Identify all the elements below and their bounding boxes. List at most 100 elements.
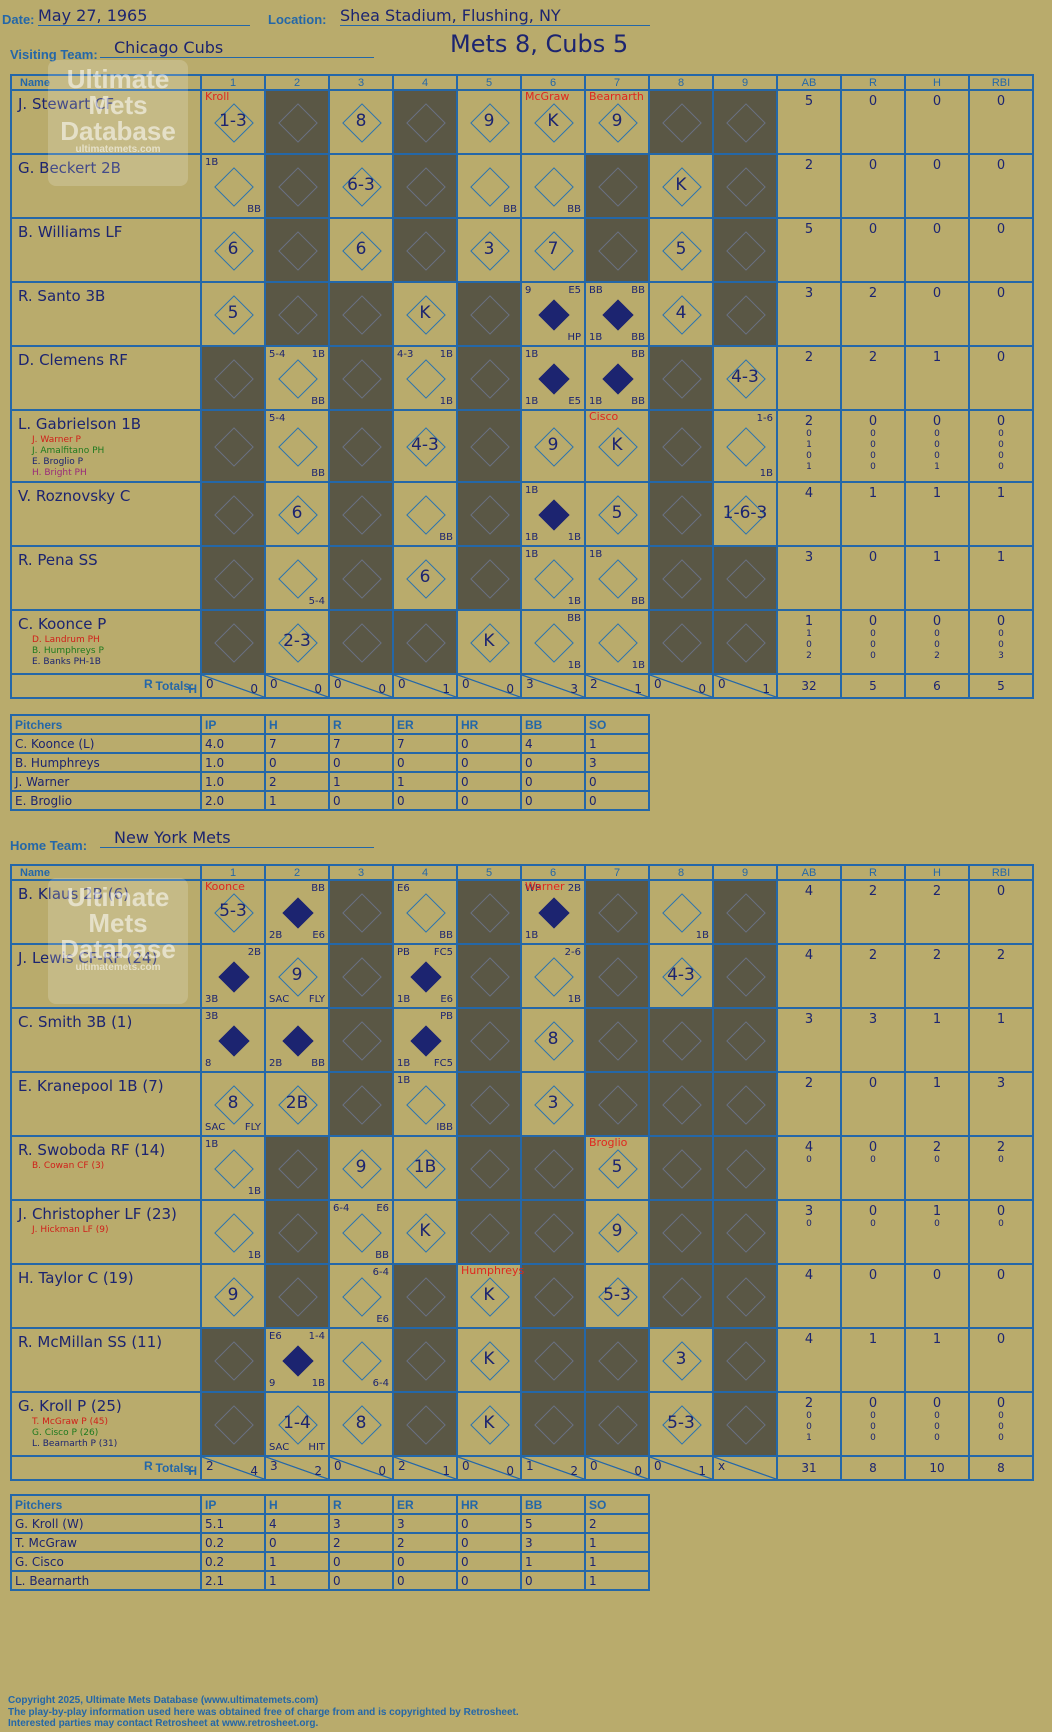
pitcher-stat: 0 <box>456 790 522 811</box>
inning-runs: 0 <box>590 1459 598 1473</box>
diamond-icon <box>406 1341 446 1381</box>
at-bat-cell-inning-2: 5-4 BB <box>264 409 330 483</box>
stat-value: 0 <box>996 94 1006 109</box>
at-bat-cell-inning-1 <box>200 345 266 411</box>
play-detail: 1B <box>525 485 539 496</box>
play-detail: 1B <box>439 396 453 407</box>
at-bat-cell-inning-6: 1B 1B <box>520 545 586 611</box>
game-location: Shea Stadium, Flushing, NY <box>340 6 650 26</box>
diamond-icon <box>342 1341 382 1381</box>
pitcher-stat: 2.0 <box>200 790 266 811</box>
substitute-name: H. Bright PH <box>32 468 87 478</box>
pitcher-stat: 0.2 <box>200 1551 266 1572</box>
inning-hits: 0 <box>634 1464 642 1478</box>
stat-value: 0 <box>870 629 876 639</box>
inning-header-7: 7 <box>584 74 650 91</box>
batter-name: R. Pena SS <box>18 551 98 569</box>
play-detail: 1B <box>525 396 539 407</box>
pitchers-header-row: Pitchers IP H R ER HR BB SO <box>10 714 650 735</box>
play-detail: PB <box>397 947 410 958</box>
at-bat-cell-inning-4 <box>392 1327 458 1393</box>
diamond-icon <box>342 957 382 997</box>
diamond-icon <box>470 893 510 933</box>
inning-header-4: 4 <box>392 864 458 881</box>
batter-row: R. Santo 3B 5 K 9 E5 HP BB BB 1B BB 4 3 2 0 0 <box>10 281 1034 347</box>
batter-stat-r: 2 <box>840 879 906 945</box>
diamond-icon <box>598 957 638 997</box>
pitcher-row: E. Broglio 2.0 1 0 0 0 0 0 <box>10 790 650 811</box>
batter-stat-rbi: 0 <box>968 281 1034 347</box>
play-notation: 9 <box>483 111 495 131</box>
diamond-icon <box>406 1405 446 1445</box>
batter-stat-h: 0 <box>904 281 970 347</box>
diamond-icon <box>406 623 446 663</box>
play-detail: BB <box>589 285 603 296</box>
batter-name-cell: E. Kranepool 1B (7) <box>10 1071 202 1137</box>
diamond-icon <box>214 427 254 467</box>
stat-value: 0 <box>868 1076 878 1091</box>
batter-stat-rbi: 0 <box>968 879 1034 945</box>
diamond-icon <box>726 103 766 143</box>
watermark-text: Mets <box>88 90 148 120</box>
batter-stat-r: 0 <box>840 1263 906 1329</box>
watermark-logo: Ultimate Mets Database ultimatemets.com <box>48 878 188 1004</box>
diamond-icon <box>214 359 254 399</box>
substitute-name: B. Humphreys P <box>32 646 104 656</box>
batter-row: V. Roznovsky C 6 BB 1B 1B 1B 5 1-6-3 4 1 1 1 <box>10 481 1034 547</box>
at-bat-cell-inning-1: 9 <box>200 1263 266 1329</box>
at-bat-cell-inning-5: K <box>456 1327 522 1393</box>
at-bat-cell-inning-1 <box>200 1391 266 1457</box>
play-detail: PB <box>440 1011 453 1022</box>
at-bat-cell-inning-2: 9 SAC FLY <box>264 943 330 1009</box>
stat-value: 2 <box>932 1140 942 1155</box>
stat-value: 0 <box>996 222 1006 237</box>
batter-stat-h: 1 <box>904 1071 970 1137</box>
diamond-icon <box>726 559 766 599</box>
diamond-icon <box>214 559 254 599</box>
inning-header-3: 3 <box>328 864 394 881</box>
inning-header-4: 4 <box>392 74 458 91</box>
pitch-header-so: SO <box>584 1494 650 1515</box>
play-detail: HP <box>567 332 581 343</box>
batter-stat-ab: 2 <box>776 153 842 219</box>
totals-label-text: Totals: <box>155 1461 194 1475</box>
diamond-icon <box>342 1085 382 1125</box>
play-notation: K <box>483 1285 495 1305</box>
stat-value: 0 <box>934 429 940 439</box>
diamond-icon <box>342 495 382 535</box>
play-detail: FLY <box>308 994 325 1005</box>
inning-hits: 2 <box>570 1464 578 1478</box>
diamond-icon <box>602 363 634 395</box>
play-notation: 8 <box>227 1093 239 1113</box>
batter-name: H. Taylor C (19) <box>18 1269 134 1287</box>
stat-value: 0 <box>806 451 812 461</box>
total-rbi: 8 <box>968 1455 1034 1481</box>
totals-label-text: Totals: <box>155 679 194 693</box>
at-bat-cell-inning-7: BB BB 1B BB <box>584 281 650 347</box>
play-notation: 4-3 <box>731 367 759 387</box>
at-bat-cell-inning-2: 2B <box>264 1071 330 1137</box>
diamond-icon <box>726 1341 766 1381</box>
stat-value: 0 <box>932 94 942 109</box>
pitcher-change-note: Warner <box>525 880 565 893</box>
stat-value: 0 <box>932 1268 942 1283</box>
diamond-icon <box>662 1277 702 1317</box>
batter-name-cell: R. Pena SS <box>10 545 202 611</box>
batter-name-cell: R. Santo 3B <box>10 281 202 347</box>
batter-stat-rbi: 0 <box>968 1263 1034 1329</box>
at-bat-cell-inning-3 <box>328 481 394 547</box>
play-detail: 9 <box>525 285 532 296</box>
at-bat-cell-inning-6: K McGraw <box>520 89 586 155</box>
stat-value: 5 <box>804 94 814 109</box>
play-notation: 1B <box>413 1157 437 1177</box>
inning-hits: 0 <box>314 682 322 696</box>
at-bat-cell-inning-1: 5 <box>200 281 266 347</box>
diamond-icon <box>406 1085 446 1125</box>
diamond-icon <box>534 1213 574 1253</box>
pitcher-stat: 0 <box>392 1570 458 1591</box>
pitch-header-so: SO <box>584 714 650 735</box>
